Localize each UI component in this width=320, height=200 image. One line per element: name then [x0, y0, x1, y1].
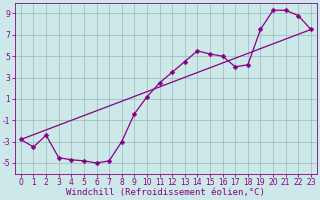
- X-axis label: Windchill (Refroidissement éolien,°C): Windchill (Refroidissement éolien,°C): [67, 188, 265, 197]
